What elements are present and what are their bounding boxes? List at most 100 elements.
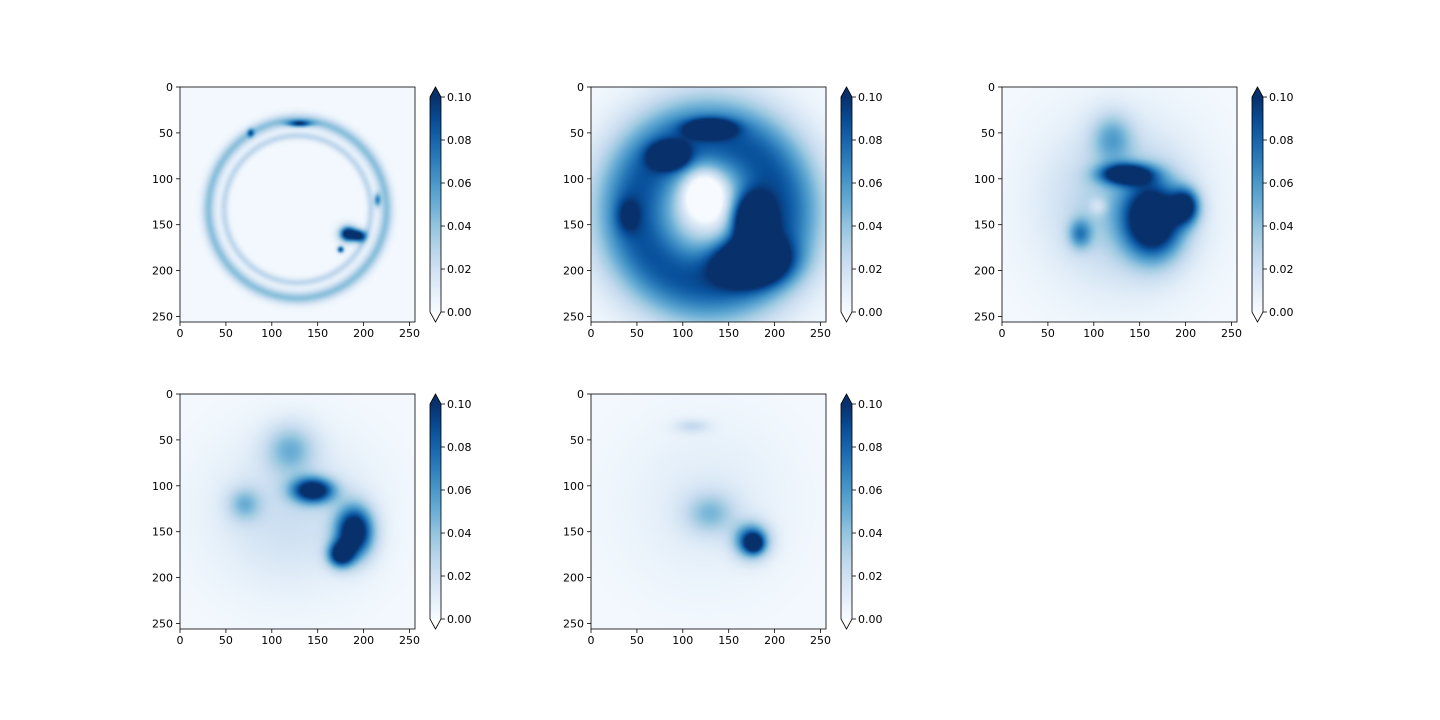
x-tick-label: 100: [672, 634, 693, 647]
axes-frame: [179, 86, 416, 323]
colorbar-tick-label: 0.02: [1269, 263, 1294, 276]
x-tick-label: 200: [353, 634, 374, 647]
x-tick-label: 50: [630, 634, 644, 647]
colorbar: 0.00 0.02 0.04 0.06 0.08 0.10: [429, 393, 472, 630]
colorbar-tick-label: 0.00: [1269, 306, 1294, 319]
x-tick-label: 250: [1221, 327, 1242, 340]
y-tick-label: 100: [974, 173, 995, 186]
heatmap-image: [180, 394, 415, 629]
y-tick-label: 150: [152, 526, 173, 539]
y-tick-label: 200: [974, 265, 995, 278]
y-tick-label: 50: [159, 434, 173, 447]
y-tick-label: 100: [563, 480, 584, 493]
y-tick-label: 250: [563, 310, 584, 323]
colorbar-gradient: [1252, 97, 1263, 312]
y-tick-label: 100: [563, 173, 584, 186]
y-tick-label: 100: [152, 480, 173, 493]
x-tick-label: 250: [399, 327, 420, 340]
colorbar-tick-label: 0.02: [447, 570, 472, 583]
colorbar-extend-min: [430, 312, 441, 322]
y-tick-label: 250: [152, 310, 173, 323]
x-tick-label: 150: [718, 327, 739, 340]
y-tick-label: 250: [563, 617, 584, 630]
x-tick-label: 150: [307, 634, 328, 647]
colorbar-tick-label: 0.06: [858, 484, 883, 497]
axes-frame: [179, 393, 416, 630]
heatmap-image: [591, 394, 826, 629]
x-tick-label: 250: [810, 634, 831, 647]
colorbar-tick-label: 0.10: [858, 398, 883, 411]
colorbar-gradient: [430, 97, 441, 312]
colorbar-tick-label: 0.04: [447, 527, 472, 540]
x-tick-label: 150: [1129, 327, 1150, 340]
y-tick-label: 250: [974, 310, 995, 323]
colorbar-tick-label: 0.10: [858, 91, 883, 104]
colorbar-tick-label: 0.04: [1269, 220, 1294, 233]
x-tick-label: 50: [1041, 327, 1055, 340]
colorbar-extend-max: [1252, 87, 1263, 97]
y-tick-label: 200: [152, 265, 173, 278]
y-tick-label: 200: [152, 572, 173, 585]
x-tick-label: 150: [718, 634, 739, 647]
colorbar-tick-label: 0.08: [447, 441, 472, 454]
heatmap-image: [591, 87, 826, 322]
colorbar-tick-label: 0.06: [1269, 177, 1294, 190]
axes-frame: [1001, 86, 1238, 323]
y-tick-label: 100: [152, 173, 173, 186]
x-tick-label: 200: [764, 327, 785, 340]
y-tick-label: 150: [563, 219, 584, 232]
colorbar-tick-label: 0.08: [1269, 134, 1294, 147]
x-tick-label: 50: [219, 327, 233, 340]
colorbar-tick-label: 0.10: [447, 91, 472, 104]
y-tick-label: 50: [159, 127, 173, 140]
colorbar-tick-label: 0.06: [447, 177, 472, 190]
x-tick-label: 0: [177, 634, 184, 647]
colorbar-tick-label: 0.06: [858, 177, 883, 190]
x-tick-label: 200: [353, 327, 374, 340]
axes-frame: [590, 393, 827, 630]
colorbar-tick-label: 0.04: [447, 220, 472, 233]
x-tick-label: 0: [177, 327, 184, 340]
x-tick-label: 100: [1083, 327, 1104, 340]
y-tick-label: 150: [563, 526, 584, 539]
colorbar-extend-max: [841, 87, 852, 97]
x-tick-label: 100: [261, 327, 282, 340]
x-tick-label: 250: [810, 327, 831, 340]
colorbar: 0.00 0.02 0.04 0.06 0.08 0.10: [840, 393, 883, 630]
colorbar-tick-label: 0.04: [858, 527, 883, 540]
colorbar-extend-min: [430, 619, 441, 629]
colorbar-extend-max: [841, 394, 852, 404]
y-tick-label: 0: [577, 388, 584, 401]
colorbar-tick-label: 0.00: [447, 306, 472, 319]
x-tick-label: 0: [999, 327, 1006, 340]
x-tick-label: 0: [588, 634, 595, 647]
colorbar: 0.00 0.02 0.04 0.06 0.08 0.10: [429, 86, 472, 323]
colorbar-tick-label: 0.06: [447, 484, 472, 497]
axes-frame: [590, 86, 827, 323]
colorbar-extend-min: [841, 619, 852, 629]
y-tick-label: 0: [988, 81, 995, 94]
colorbar-extend-min: [841, 312, 852, 322]
colorbar-tick-label: 0.10: [447, 398, 472, 411]
colorbar-extend-min: [1252, 312, 1263, 322]
colorbar-tick-label: 0.10: [1269, 91, 1294, 104]
colorbar-tick-label: 0.04: [858, 220, 883, 233]
x-tick-label: 200: [1175, 327, 1196, 340]
heatmap-image: [180, 87, 415, 322]
colorbar-tick-label: 0.00: [858, 306, 883, 319]
y-tick-label: 200: [563, 572, 584, 585]
y-tick-label: 50: [570, 434, 584, 447]
y-tick-label: 50: [570, 127, 584, 140]
x-tick-label: 50: [630, 327, 644, 340]
y-tick-label: 0: [166, 388, 173, 401]
colorbar: 0.00 0.02 0.04 0.06 0.08 0.10: [840, 86, 883, 323]
colorbar-tick-label: 0.08: [447, 134, 472, 147]
x-tick-label: 150: [307, 327, 328, 340]
colorbar-tick-label: 0.02: [858, 570, 883, 583]
colorbar-tick-label: 0.02: [447, 263, 472, 276]
colorbar-gradient: [841, 97, 852, 312]
